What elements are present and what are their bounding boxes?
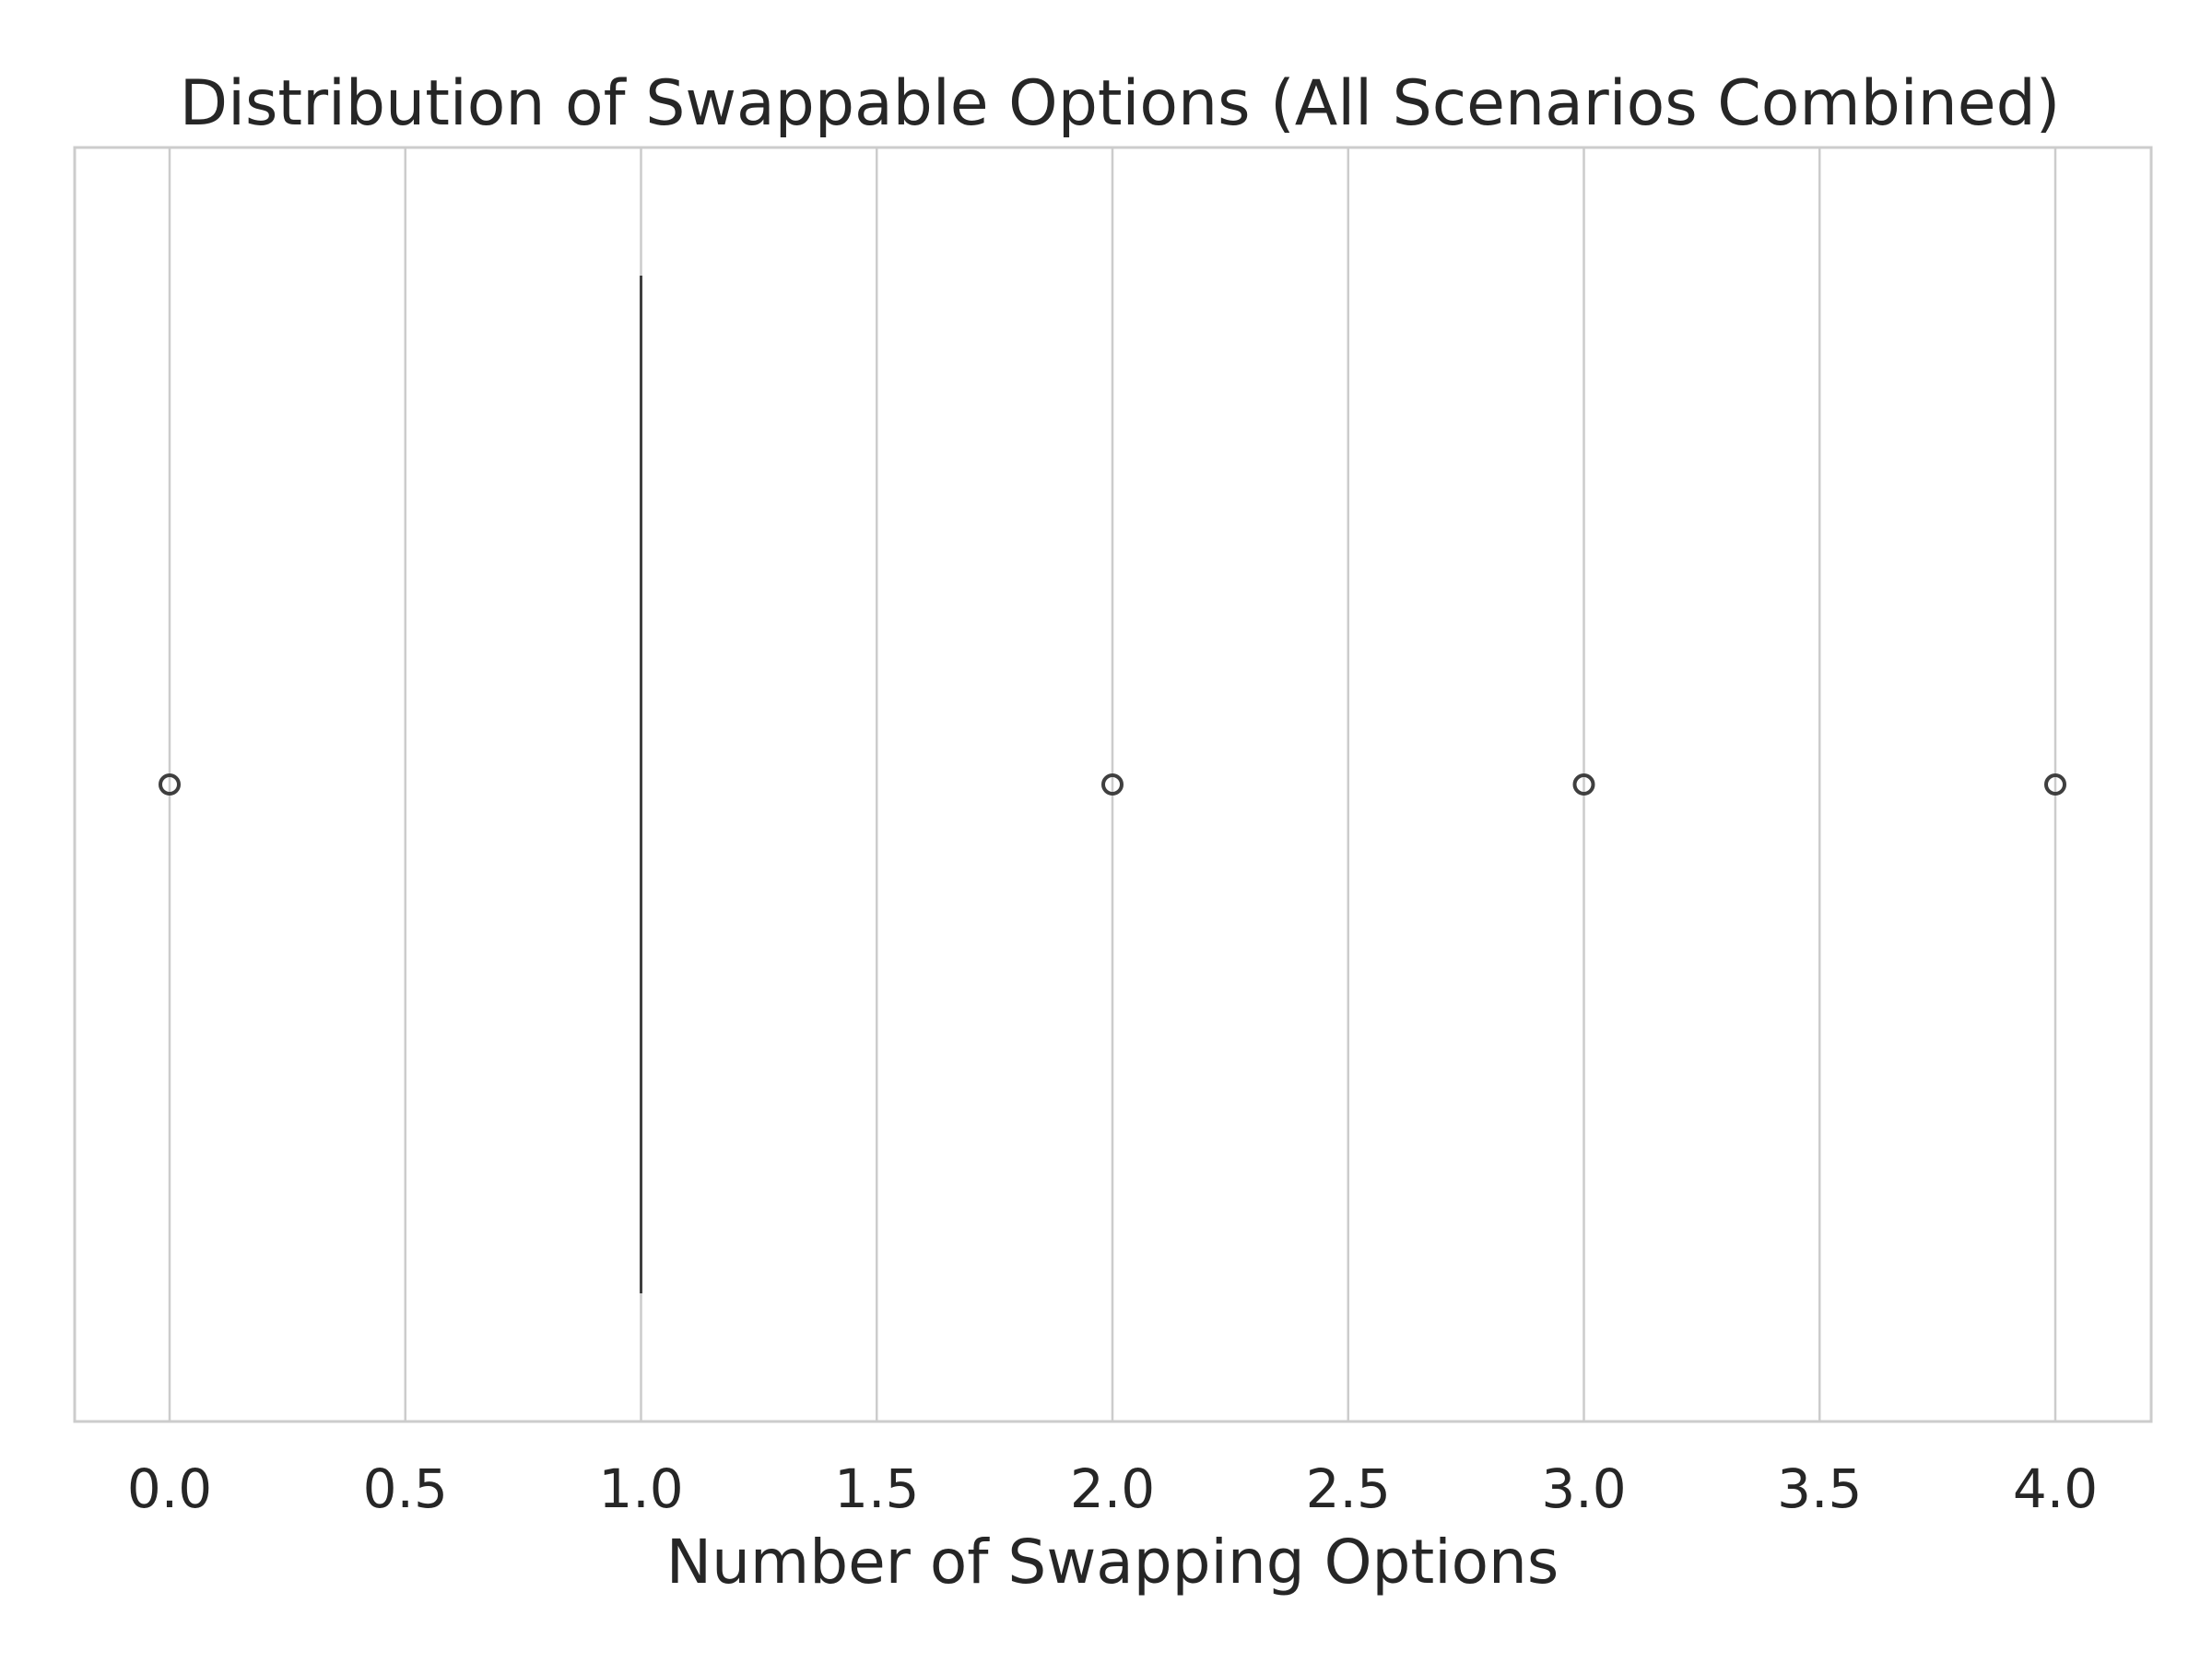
chart-title: Distribution of Swappable Options (All S… — [180, 67, 2061, 140]
x-axis-ticks: 0.0 0.5 1.0 1.5 2.0 2.5 3.0 3.5 4.0 — [127, 1457, 2098, 1520]
x-tick-label-1: 0.5 — [363, 1457, 448, 1520]
outlier-point-1 — [1101, 773, 1124, 796]
x-axis-label: Number of Swapping Options — [666, 1527, 1559, 1598]
x-tick-label-3: 1.5 — [834, 1457, 919, 1520]
x-tick-label-8: 4.0 — [2013, 1457, 2098, 1520]
outlier-point-3 — [2044, 773, 2066, 796]
x-tick-label-4: 2.0 — [1070, 1457, 1155, 1520]
x-tick-label-6: 3.0 — [1541, 1457, 1626, 1520]
x-tick-label-0: 0.0 — [127, 1457, 212, 1520]
outlier-points — [159, 773, 2066, 796]
x-tick-label-5: 2.5 — [1306, 1457, 1391, 1520]
x-tick-label-2: 1.0 — [598, 1457, 683, 1520]
outlier-point-2 — [1572, 773, 1595, 796]
grid-lines — [168, 147, 2057, 1421]
outlier-point-0 — [159, 773, 181, 796]
plot-frame — [73, 146, 2153, 1423]
x-tick-label-7: 3.5 — [1777, 1457, 1862, 1520]
